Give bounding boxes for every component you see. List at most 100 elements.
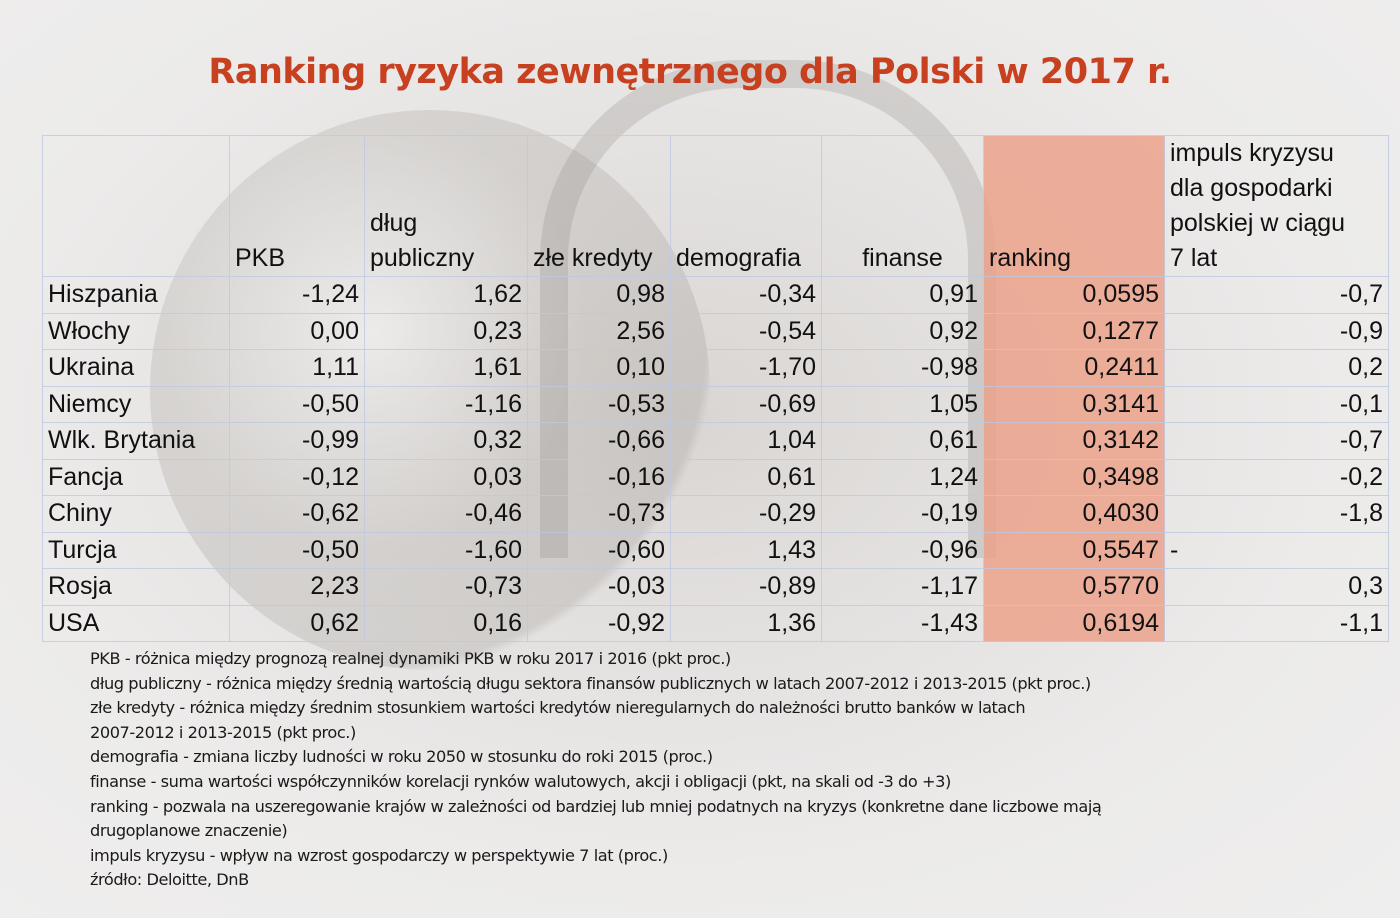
dlug-cell: -1,16 — [364, 385, 528, 423]
country-cell: Ukraina — [42, 349, 230, 387]
header-demografia: demografia — [670, 135, 822, 277]
impuls-cell: - — [1164, 531, 1389, 569]
dlug-cell: 1,62 — [364, 276, 528, 314]
finanse-cell: -0,98 — [821, 349, 984, 387]
footnote-pkb: PKB - różnica między prognozą realnej dy… — [90, 649, 731, 668]
chart-title: Ranking ryzyka zewnętrznego dla Polski w… — [208, 52, 1172, 92]
pkb-cell: -0,50 — [229, 531, 365, 569]
demografia-cell: -0,69 — [670, 385, 822, 423]
dlug-cell: -0,73 — [364, 568, 528, 606]
dlug-cell: 0,23 — [364, 312, 528, 350]
header-impuls-line-4: 7 lat — [1170, 244, 1218, 272]
dlug-cell: 0,16 — [364, 604, 528, 642]
impuls-cell: -0,1 — [1164, 385, 1389, 423]
demografia-cell: -0,54 — [670, 312, 822, 350]
header-dlug-line-1: dług — [370, 209, 418, 237]
impuls-cell: -1,8 — [1164, 495, 1389, 533]
header-impuls-line-2: dla gospodarki — [1170, 174, 1333, 202]
footnote-finanse: finanse - suma wartości współczynników k… — [90, 771, 951, 791]
ranking-cell: 0,0595 — [983, 276, 1165, 314]
header-impuls-line-1: impuls kryzysu — [1170, 139, 1334, 167]
footnote-impuls-kryzysu: impuls kryzysu - wpływ na wzrost gospoda… — [90, 845, 668, 865]
header-ranking: ranking — [983, 135, 1165, 277]
demografia-cell: 1,43 — [670, 531, 822, 569]
demografia-cell: -0,89 — [670, 568, 822, 606]
dlug-cell: 0,03 — [364, 458, 528, 496]
header-pkb: PKB — [229, 135, 365, 277]
kredyty-cell: 2,56 — [527, 312, 671, 350]
kredyty-cell: -0,73 — [527, 495, 671, 533]
pkb-cell: -0,99 — [229, 422, 365, 460]
table-row: Włochy 0,00 0,23 2,56 -0,54 0,92 0,1277 … — [42, 312, 1389, 350]
header-finanse: finanse — [821, 135, 984, 277]
finanse-cell: -1,43 — [821, 604, 984, 642]
dlug-cell: -1,60 — [364, 531, 528, 569]
kredyty-cell: -0,92 — [527, 604, 671, 642]
header-dlug-line-2: publiczny — [370, 244, 475, 272]
finanse-cell: 0,91 — [821, 276, 984, 314]
ranking-cell: 0,3142 — [983, 422, 1165, 460]
footnote-zle-kredyty: złe kredyty - różnica między średnim sto… — [90, 698, 1026, 718]
ranking-cell: 0,4030 — [983, 495, 1165, 533]
country-cell: USA — [42, 604, 230, 642]
country-cell: Rosja — [42, 568, 230, 606]
kredyty-cell: 0,10 — [527, 349, 671, 387]
finanse-cell: 1,24 — [821, 458, 984, 496]
ranking-cell: 0,3498 — [983, 458, 1165, 496]
impuls-cell: -0,2 — [1164, 458, 1389, 496]
pkb-cell: -0,62 — [229, 495, 365, 533]
finanse-cell: -0,96 — [821, 531, 984, 569]
source-note: źródło: Deloitte, DnB — [90, 870, 249, 890]
table-row: Wlk. Brytania -0,99 0,32 -0,66 1,04 0,61… — [42, 422, 1389, 460]
pkb-cell: 2,23 — [229, 568, 365, 606]
ranking-cell: 0,1277 — [983, 312, 1165, 350]
ranking-cell: 0,5770 — [983, 568, 1165, 606]
finanse-cell: -1,17 — [821, 568, 984, 606]
finanse-cell: 1,05 — [821, 385, 984, 423]
table-row: Fancja -0,12 0,03 -0,16 0,61 1,24 0,3498… — [42, 458, 1389, 496]
table-row: Niemcy -0,50 -1,16 -0,53 -0,69 1,05 0,31… — [42, 385, 1389, 423]
header-dlug-publiczny: dług publiczny — [364, 135, 528, 277]
pkb-cell: 0,00 — [229, 312, 365, 350]
table-row: Rosja 2,23 -0,73 -0,03 -0,89 -1,17 0,577… — [42, 568, 1389, 606]
ranking-cell: 0,3141 — [983, 385, 1165, 423]
kredyty-cell: 0,98 — [527, 276, 671, 314]
finanse-cell: -0,19 — [821, 495, 984, 533]
footnote-ranking-cont: drugoplanowe znaczenie) — [90, 821, 288, 841]
kredyty-cell: -0,53 — [527, 385, 671, 423]
impuls-cell: -0,9 — [1164, 312, 1389, 350]
demografia-cell: 1,36 — [670, 604, 822, 642]
kredyty-cell: -0,66 — [527, 422, 671, 460]
pkb-cell: 0,62 — [229, 604, 365, 642]
impuls-cell: 0,2 — [1164, 349, 1389, 387]
ranking-cell: 0,2411 — [983, 349, 1165, 387]
pkb-cell: -1,24 — [229, 276, 365, 314]
country-cell: Fancja — [42, 458, 230, 496]
finanse-cell: 0,92 — [821, 312, 984, 350]
demografia-cell: -0,29 — [670, 495, 822, 533]
ranking-cell: 0,5547 — [983, 531, 1165, 569]
impuls-cell: -0,7 — [1164, 276, 1389, 314]
pkb-cell: -0,12 — [229, 458, 365, 496]
footnotes: PKB - różnica między prognozą realnej dy… — [90, 647, 1290, 893]
country-cell: Turcja — [42, 531, 230, 569]
country-cell: Wlk. Brytania — [42, 422, 230, 460]
kredyty-cell: -0,03 — [527, 568, 671, 606]
footnote-dlug-publiczny: dług publiczny - różnica między średnią … — [90, 673, 1091, 693]
impuls-cell: -0,7 — [1164, 422, 1389, 460]
demografia-cell: 0,61 — [670, 458, 822, 496]
country-cell: Chiny — [42, 495, 230, 533]
header-row: PKB dług publiczny złe kredyty demografia… — [42, 135, 1389, 277]
kredyty-cell: -0,16 — [527, 458, 671, 496]
footnote-ranking: ranking - pozwala na uszeregowanie krajó… — [90, 796, 1102, 816]
impuls-cell: -1,1 — [1164, 604, 1389, 642]
risk-ranking-table: PKB dług publiczny złe kredyty demografia… — [42, 135, 1389, 642]
kredyty-cell: -0,60 — [527, 531, 671, 569]
country-cell: Hiszpania — [42, 276, 230, 314]
demografia-cell: -0,34 — [670, 276, 822, 314]
header-impuls-line-3: polskiej w ciągu — [1170, 209, 1346, 237]
header-zle-kredyty: złe kredyty — [527, 135, 671, 277]
demografia-cell: 1,04 — [670, 422, 822, 460]
header-impuls-kryzysu: impuls kryzysu dla gospodarki polskiej w c… — [1164, 135, 1389, 277]
dlug-cell: 1,61 — [364, 349, 528, 387]
